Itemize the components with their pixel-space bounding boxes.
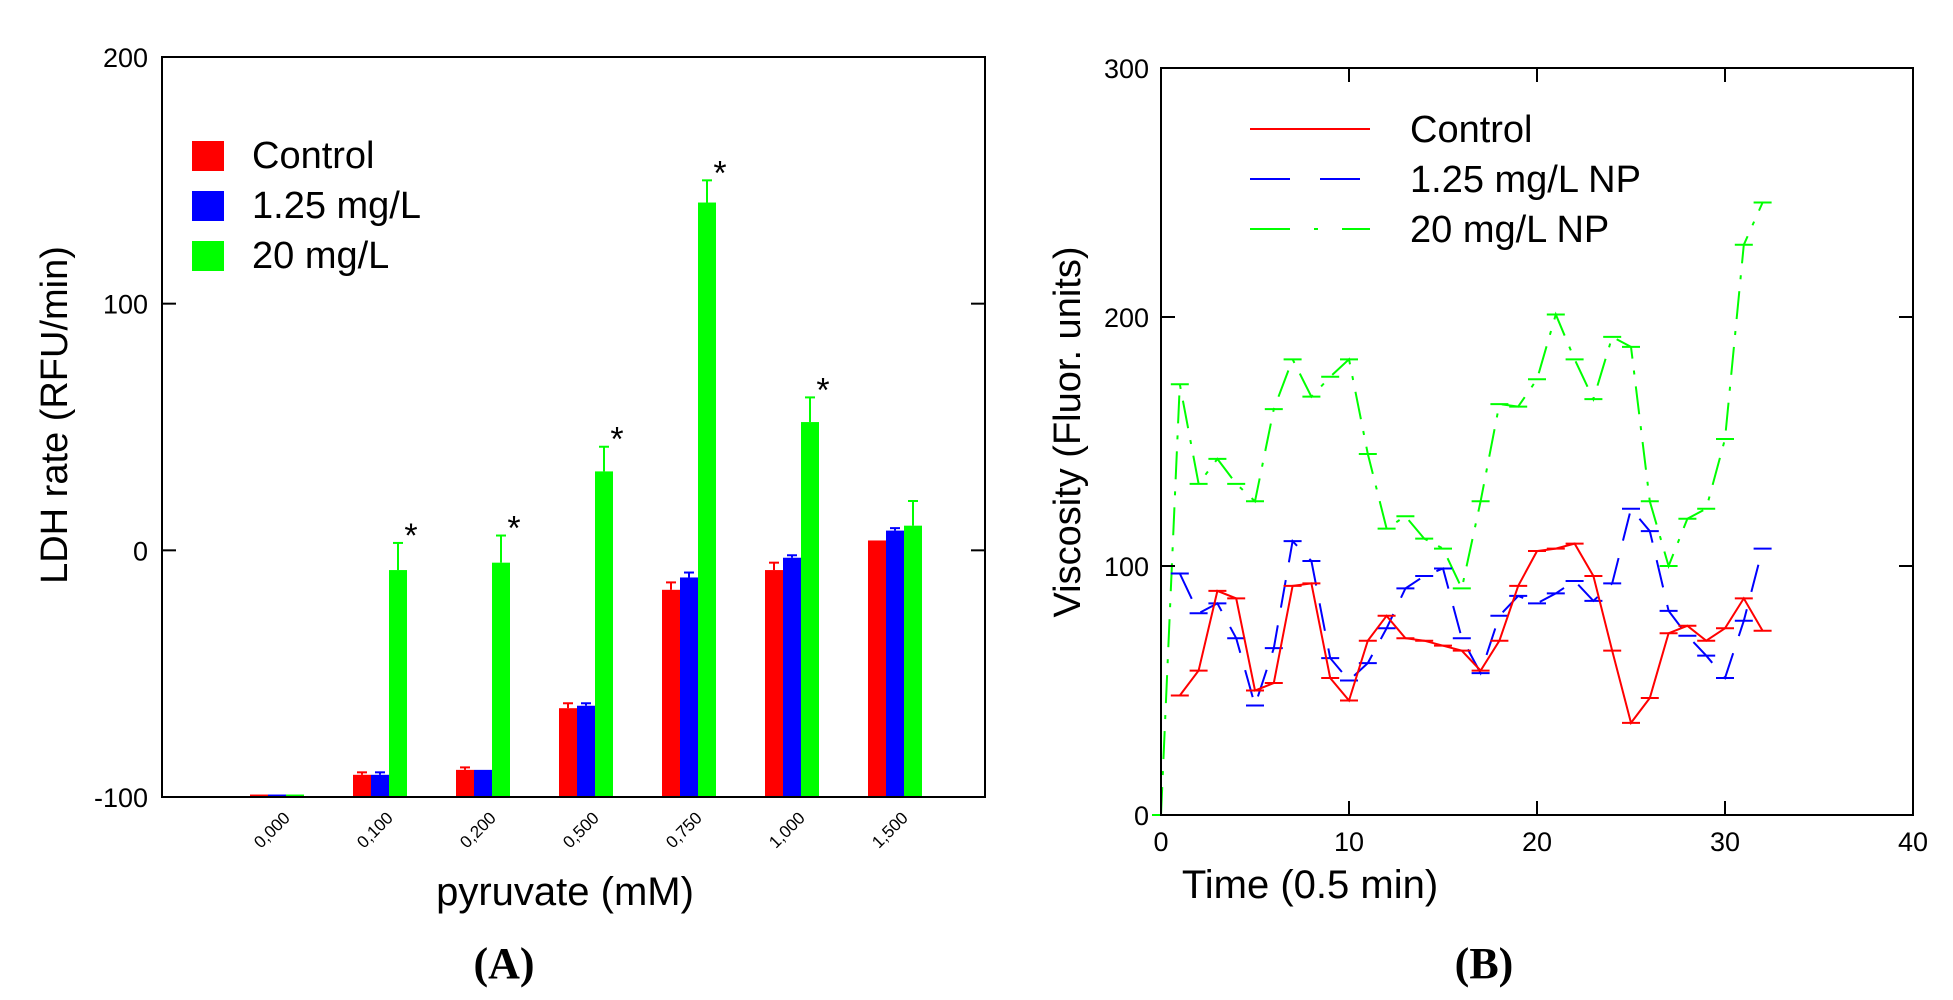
bar-1-25-mg-l <box>577 705 595 797</box>
lines-b <box>1152 201 1772 816</box>
series-line-1 <box>1178 506 1764 709</box>
x-tick-label-b: 20 <box>1522 827 1552 857</box>
series-line-2 <box>1160 202 1764 816</box>
x-axis-label-b: Time (0.5 min) <box>1182 863 1438 907</box>
bar-control <box>868 540 886 797</box>
bar-1-25-mg-l <box>474 769 492 797</box>
bar-20-mg-l <box>801 422 819 797</box>
legend-label-b: 20 mg/L NP <box>1410 209 1609 251</box>
legend-b: Control 1.25 mg/L NP 20 mg/L NP <box>1250 109 1641 251</box>
x-tick-label-a: 0,100 <box>353 808 397 852</box>
significance-marker: * <box>404 517 417 555</box>
significance-marker: * <box>816 371 829 409</box>
bar-control <box>662 589 680 797</box>
plot-frame-a <box>161 56 986 798</box>
significance-marker: * <box>713 154 726 192</box>
x-tick-label-a: 1,000 <box>765 808 809 852</box>
x-tick-label-a: 0,500 <box>559 808 603 852</box>
legend-label-b: Control <box>1410 109 1533 151</box>
y-axis-label-a: LDH rate (RFU/min) <box>34 246 76 584</box>
x-tick-label-b: 40 <box>1898 827 1928 857</box>
bar-20-mg-l <box>286 794 304 797</box>
legend-label-a: Control <box>252 135 375 177</box>
x-axis-label-a: pyruvate (mM) <box>436 870 694 914</box>
bar-1-25-mg-l <box>268 794 286 797</box>
y-tick-label-a: 100 <box>103 290 148 320</box>
bar-1-25-mg-l <box>680 577 698 797</box>
y-tick-label-b: 300 <box>1104 54 1149 84</box>
bars-a <box>250 179 922 798</box>
bar-20-mg-l <box>595 471 613 797</box>
bar-1-25-mg-l <box>886 530 904 797</box>
x-tick-label-a: 0,000 <box>250 808 294 852</box>
bar-1-25-mg-l <box>371 774 389 797</box>
y-tick-label-b: 0 <box>1134 801 1149 831</box>
x-tick-label-b: 0 <box>1153 827 1168 857</box>
bar-20-mg-l <box>698 202 716 798</box>
bar-20-mg-l <box>389 570 407 797</box>
bar-control <box>765 570 783 797</box>
y-tick-label-a: 0 <box>133 536 148 566</box>
y-tick-label-a: -100 <box>94 783 148 813</box>
series-line-0 <box>1179 542 1764 726</box>
y-tick-label-b: 200 <box>1104 303 1149 333</box>
legend-label-a: 1.25 mg/L <box>252 185 421 227</box>
panel-label-b: (B) <box>1455 939 1514 988</box>
x-tick-label-b: 30 <box>1710 827 1740 857</box>
bar-control <box>456 769 474 797</box>
legend-label-a: 20 mg/L <box>252 235 389 277</box>
bar-control <box>559 708 577 797</box>
x-tick-label-a: 0,750 <box>662 808 706 852</box>
x-tick-label-b: 10 <box>1334 827 1364 857</box>
legend-swatch-a <box>192 141 224 171</box>
legend-swatch-a <box>192 241 224 271</box>
significance-marker: * <box>507 510 520 548</box>
x-tick-label-a: 1,500 <box>868 808 912 852</box>
chart-b: 0 100 200 300 0 10 20 30 40 Control 1.25 mg/L NP 2… <box>1047 54 1928 988</box>
panel-label-a: (A) <box>473 939 534 988</box>
chart-a: -100 0 100 200 0,000 0,100 0,200 0,500 0,750 1,0… <box>34 43 986 988</box>
bar-control <box>353 774 371 797</box>
legend-a: Control 1.25 mg/L 20 mg/L <box>192 135 421 277</box>
bar-20-mg-l <box>904 525 922 797</box>
y-axis-label-b: Viscosity (Fluor. units) <box>1047 247 1089 618</box>
significance-marker: * <box>610 421 623 459</box>
legend-label-b: 1.25 mg/L NP <box>1410 159 1641 201</box>
y-tick-label-b: 100 <box>1104 552 1149 582</box>
y-tick-label-a: 200 <box>103 43 148 73</box>
bar-20-mg-l <box>492 562 510 797</box>
legend-swatch-a <box>192 191 224 221</box>
bar-control <box>250 794 268 797</box>
bar-1-25-mg-l <box>783 557 801 797</box>
x-tick-label-a: 0,200 <box>456 808 500 852</box>
